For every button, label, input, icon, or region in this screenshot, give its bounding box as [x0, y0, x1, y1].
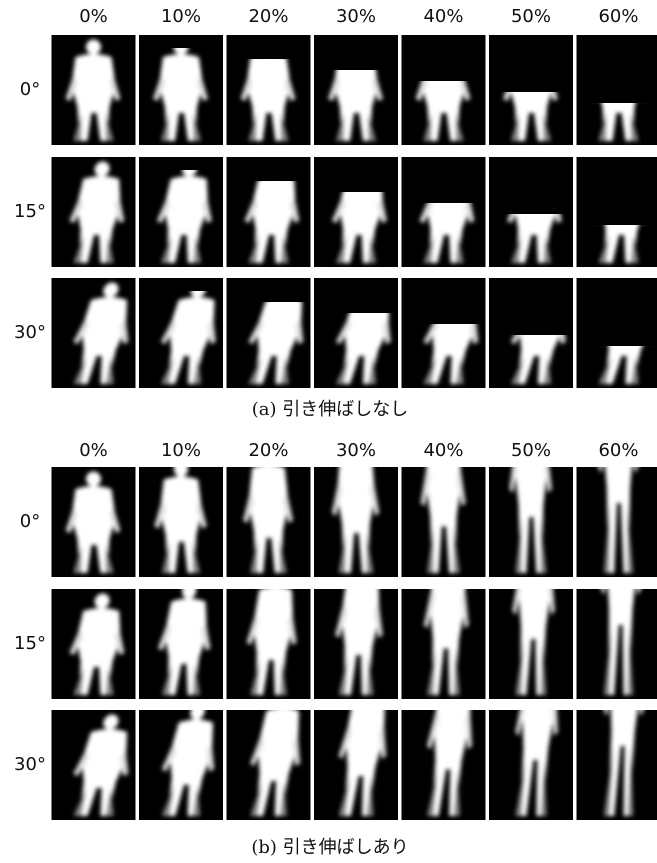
occlusion: [577, 157, 657, 225]
silhouette-cell: [227, 35, 311, 145]
column-label: 0%: [79, 440, 108, 461]
occlusion: [139, 278, 223, 291]
silhouette-cell: [52, 278, 140, 388]
occlusion: [227, 278, 311, 302]
column-label: 60%: [598, 6, 638, 27]
occlusion: [314, 35, 398, 70]
silhouette-cell: [402, 157, 486, 267]
occlusion: [402, 157, 486, 203]
silhouette-cell: [139, 157, 223, 267]
silhouette-cell: [577, 35, 657, 145]
caption: (b) 引き伸ばしあり: [251, 837, 408, 858]
silhouette-cell: [577, 278, 657, 388]
occlusion: [139, 35, 223, 48]
silhouette-cell: [52, 157, 136, 267]
occlusion: [489, 157, 573, 214]
silhouette-cell: [489, 278, 577, 388]
silhouette-cell: [52, 589, 136, 699]
silhouette-cell: [402, 404, 486, 577]
silhouette-cell: [227, 278, 315, 388]
occlusion: [402, 35, 486, 81]
silhouette-cell: [489, 370, 573, 577]
row-label: 15°: [14, 633, 46, 654]
column-label: 20%: [248, 440, 288, 461]
occlusion: [314, 278, 398, 313]
occlusion: [227, 35, 311, 59]
silhouette-cell: [227, 157, 311, 267]
silhouette-cell: [227, 689, 311, 820]
silhouette-cell: [139, 582, 223, 699]
caption: (a) 引き伸ばしなし: [252, 399, 409, 420]
column-label: 50%: [511, 440, 551, 461]
column-label: 20%: [248, 6, 288, 27]
silhouette-cell: [227, 446, 311, 577]
column-label: 30%: [336, 6, 376, 27]
silhouette-cell: [489, 35, 573, 145]
row-label: 0°: [20, 511, 40, 532]
silhouette-cell: [314, 157, 398, 267]
silhouette-cell: [139, 278, 227, 388]
row-label: 0°: [20, 79, 40, 100]
silhouette-cell: [139, 703, 225, 820]
silhouette-cell: [489, 157, 573, 267]
silhouette-cell: [227, 568, 311, 699]
occlusion: [489, 35, 573, 92]
column-label: 40%: [423, 6, 463, 27]
column-label: 10%: [161, 6, 201, 27]
occlusion: [314, 157, 398, 192]
column-label: 10%: [161, 440, 201, 461]
occlusion: [402, 278, 486, 324]
silhouette-cell: [314, 278, 402, 388]
occlusion: [139, 157, 223, 170]
row-label: 30°: [14, 754, 46, 775]
column-label: 50%: [511, 6, 551, 27]
row-label: 30°: [14, 322, 46, 343]
column-label: 30%: [336, 440, 376, 461]
silhouette-cell: [139, 460, 223, 577]
column-label: 0%: [79, 6, 108, 27]
occlusion: [577, 35, 657, 103]
silhouette-cell: [402, 278, 490, 388]
silhouette-cell: [402, 35, 486, 145]
silhouette-cell: [577, 157, 657, 267]
silhouette-cell: [314, 35, 398, 145]
silhouette-cell: [52, 35, 136, 145]
occlusion: [577, 278, 657, 346]
silhouette-cell: [139, 35, 223, 145]
column-label: 40%: [423, 440, 463, 461]
occlusion: [489, 278, 573, 335]
silhouette-cell: [52, 710, 140, 820]
silhouette-cell: [52, 467, 136, 577]
occlusion: [227, 157, 311, 181]
column-label: 60%: [598, 440, 638, 461]
figure: 0% 10% 20% 30% 40% 50% 60% 0° 15° 30° (a) 引き伸ばしなし 0…: [0, 0, 657, 863]
row-label: 15°: [14, 201, 46, 222]
